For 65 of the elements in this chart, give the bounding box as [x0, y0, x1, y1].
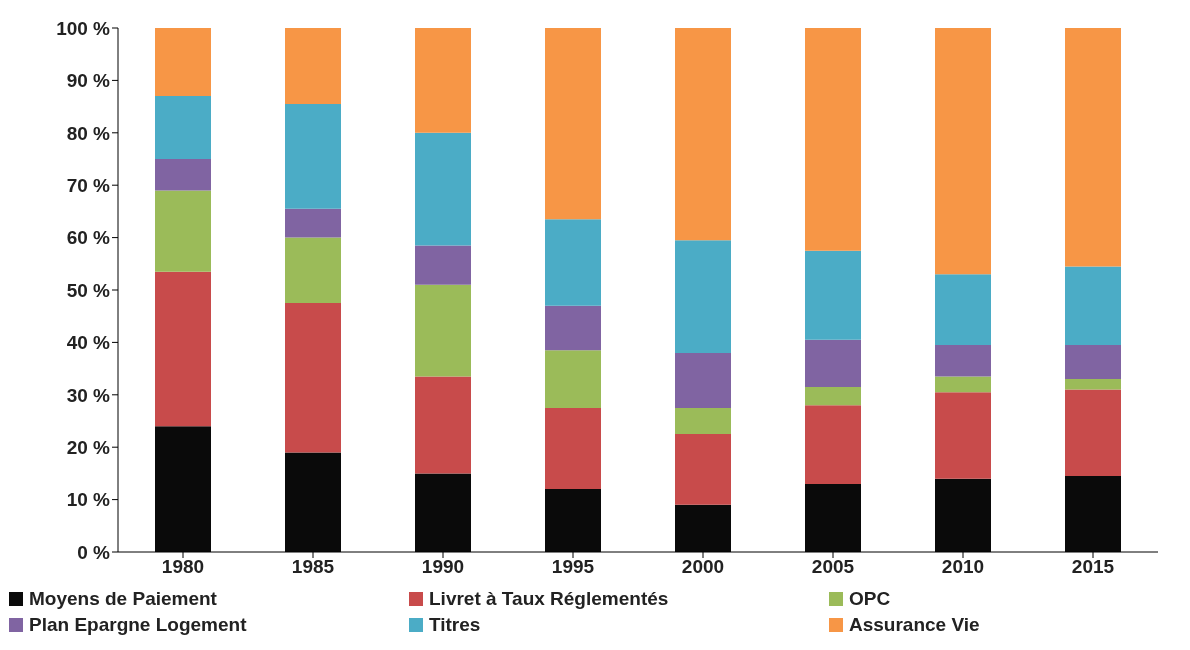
y-tick-label: 0 %	[77, 541, 111, 563]
bar	[1065, 345, 1121, 380]
x-tick-label: 1985	[291, 556, 335, 578]
bar	[155, 271, 211, 427]
legend-label: OPC	[849, 588, 891, 610]
bar	[415, 376, 471, 474]
bar	[935, 376, 991, 393]
bar	[155, 190, 211, 272]
bar	[1065, 389, 1121, 477]
bar	[675, 352, 731, 408]
y-tick-label: 100 %	[56, 17, 111, 39]
bar	[805, 28, 861, 251]
x-tick-label: 2015	[1071, 556, 1115, 578]
bar	[285, 28, 341, 104]
y-tick-label: 40 %	[66, 332, 111, 354]
bar	[805, 339, 861, 387]
x-tick-label: 1995	[551, 556, 595, 578]
bar	[545, 407, 601, 490]
x-tick-label: 2005	[811, 556, 855, 578]
bar	[805, 250, 861, 340]
y-tick-label: 20 %	[66, 436, 111, 458]
x-tick-label: 2010	[941, 556, 985, 578]
bar	[545, 350, 601, 408]
legend-label: Assurance Vie	[849, 614, 980, 636]
y-tick-label: 70 %	[66, 174, 111, 196]
y-tick-label: 60 %	[66, 227, 111, 249]
bar	[285, 208, 341, 238]
bar	[545, 219, 601, 306]
bar	[545, 28, 601, 220]
x-tick-label: 2000	[681, 556, 725, 578]
bar	[675, 407, 731, 435]
bar	[935, 274, 991, 346]
bar	[935, 28, 991, 275]
bar	[1065, 28, 1121, 267]
bar	[155, 159, 211, 191]
bar	[805, 405, 861, 484]
x-tick-label: 1990	[421, 556, 465, 578]
y-tick-label: 80 %	[66, 122, 111, 144]
y-tick-label: 50 %	[66, 279, 111, 301]
bar	[805, 386, 861, 406]
legend-label: Moyens de Paiement	[29, 588, 217, 610]
bar	[935, 392, 991, 479]
y-tick-label: 30 %	[66, 384, 111, 406]
bar	[675, 434, 731, 505]
bar	[415, 284, 471, 377]
bar	[285, 303, 341, 453]
bar	[1065, 379, 1121, 390]
bar	[935, 345, 991, 377]
bar	[675, 240, 731, 353]
legend-label: Plan Epargne Logement	[29, 614, 247, 636]
x-tick-label: 1980	[161, 556, 205, 578]
legend-label: Livret à Taux Réglementés	[429, 588, 669, 610]
y-tick-label: 10 %	[66, 489, 111, 511]
bar	[415, 28, 471, 133]
bar	[285, 237, 341, 304]
bar	[155, 28, 211, 97]
legend-label: Titres	[429, 614, 481, 636]
bar	[545, 305, 601, 351]
bar	[415, 132, 471, 246]
bar	[285, 103, 341, 209]
bar	[155, 96, 211, 159]
y-tick-label: 90 %	[66, 70, 111, 92]
bar	[675, 28, 731, 241]
bar	[1065, 266, 1121, 346]
bar	[415, 245, 471, 285]
